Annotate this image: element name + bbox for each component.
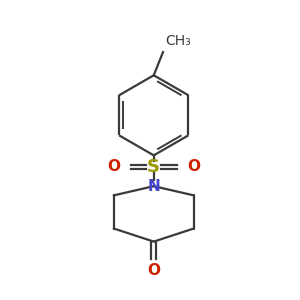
Text: O: O	[107, 159, 120, 174]
Text: O: O	[188, 159, 201, 174]
Text: CH₃: CH₃	[165, 34, 191, 48]
Text: O: O	[147, 263, 160, 278]
Text: N: N	[147, 178, 160, 194]
Text: S: S	[147, 158, 160, 176]
